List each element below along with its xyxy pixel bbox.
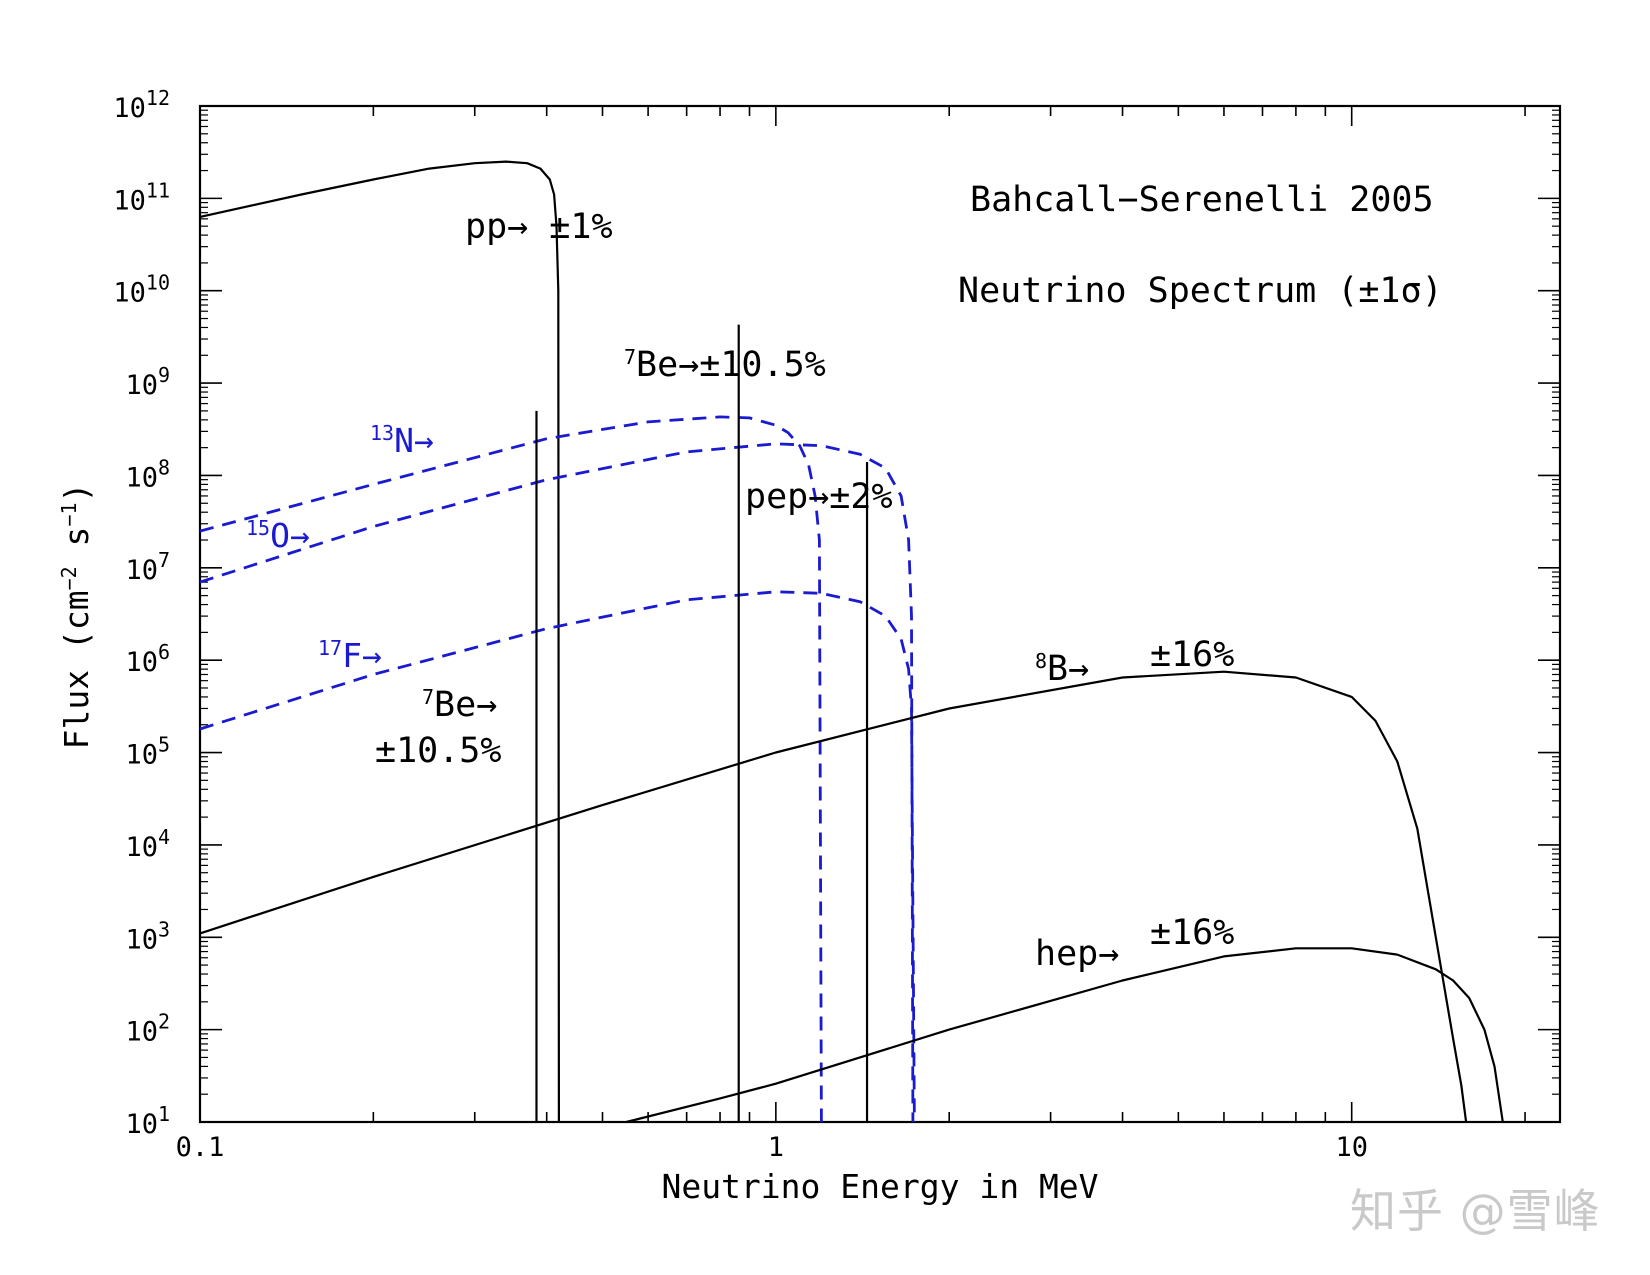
annotation-o15: 15O→ <box>246 516 310 555</box>
series-line-15o <box>199 442 915 1123</box>
y-tick-label: 108 <box>125 455 170 493</box>
annotation-b8: 8B→ <box>1035 649 1089 689</box>
annotation-be7a: 7Be→±10.5% <box>624 345 826 385</box>
annotation-be7b: 7Be→ <box>422 685 497 725</box>
y-tick-label: 102 <box>125 1010 170 1048</box>
annotation-hep-uncertainty: ±16% <box>1150 913 1234 953</box>
curve-annotations: pp→ ±1%7Be→±10.5%13N→15O→pep→±2%17F→7Be→… <box>246 207 1234 974</box>
y-tick-label: 103 <box>125 917 170 955</box>
y-tick-label: 105 <box>125 733 170 771</box>
y-tick-label: 1010 <box>113 271 170 309</box>
x-axis-title: Neutrino Energy in MeV <box>661 1167 1098 1206</box>
y-tick-label: 107 <box>125 548 170 586</box>
x-tick-label: 10 <box>1335 1132 1368 1163</box>
x-tick-label: 0.1 <box>176 1132 225 1163</box>
series-line-hep <box>626 947 1504 1124</box>
y-tick-label: 104 <box>125 825 170 863</box>
annotation-be7b-uncertainty: ±10.5% <box>375 731 501 771</box>
series-layer <box>199 160 1504 1124</box>
line-sources-layer <box>535 324 869 1122</box>
y-tick-label: 101 <box>125 1102 170 1140</box>
y-tick-label: 106 <box>125 640 170 678</box>
annotation-hep: hep→ <box>1035 934 1119 974</box>
chart-title: Bahcall−Serenelli 2005 <box>970 180 1434 220</box>
plot-frame <box>198 104 1562 1124</box>
annotation-f17: 17F→ <box>318 636 382 675</box>
y-tick-label: 1011 <box>113 178 170 216</box>
annotation-pep: pep→±2% <box>745 477 893 517</box>
x-tick-label: 1 <box>768 1132 784 1163</box>
watermark-text: 知乎 @雪峰 <box>1350 1184 1601 1238</box>
annotation-pp: pp→ ±1% <box>465 207 613 247</box>
tick-labels-layer: 0.1 1 10 101 102 103 104 105 106 107 108 109 1010 101… <box>113 86 1368 1163</box>
series-line-pp <box>199 160 561 1123</box>
y-axis-title: Flux (cm−2 s−1) <box>57 483 96 750</box>
annotation-b8-uncertainty: ±16% <box>1150 635 1234 675</box>
series-line-17f <box>199 590 916 1123</box>
y-tick-label: 1012 <box>113 86 170 124</box>
y-tick-label: 109 <box>125 363 170 401</box>
series-line-8b <box>199 670 1468 1123</box>
annotation-n13: 13N→ <box>370 421 434 460</box>
axis-ticks <box>199 105 1560 1123</box>
series-line-13n <box>199 415 823 1123</box>
chart-subtitle: Neutrino Spectrum (±1σ) <box>958 271 1443 311</box>
